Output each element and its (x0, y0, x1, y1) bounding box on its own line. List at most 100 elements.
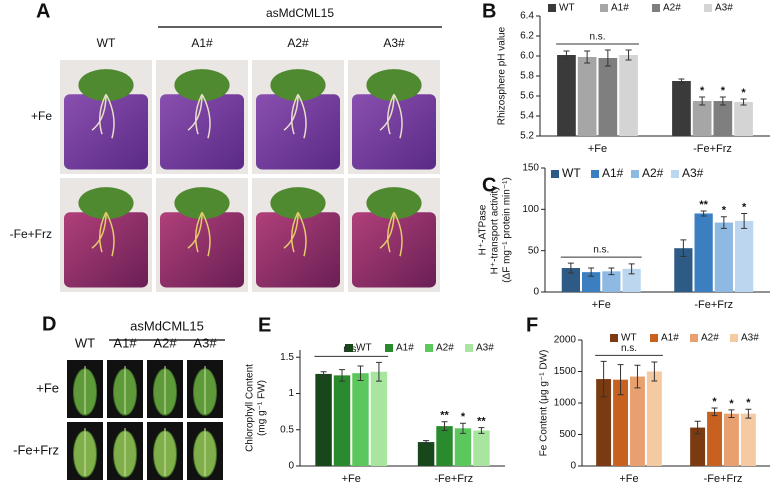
roots (187, 211, 211, 257)
roots (283, 93, 307, 139)
bar (714, 222, 733, 292)
legend-swatch (345, 344, 353, 352)
bar (740, 413, 756, 466)
plant-leaves (270, 187, 326, 220)
plant-leaves (78, 69, 134, 102)
y-tick-label: 500 (559, 429, 576, 440)
y-tick-label: 0.5 (280, 424, 294, 435)
y-tick-label: 6.2 (520, 31, 534, 42)
error-bar (441, 421, 448, 431)
column-label: A3# (383, 36, 405, 50)
legend-swatch (730, 334, 738, 342)
legend-swatch (610, 334, 618, 342)
y-tick-label: 2000 (554, 335, 577, 346)
roots (379, 93, 403, 139)
y-tick-label: 5.8 (520, 71, 534, 82)
legend-swatch (650, 334, 658, 342)
plant-leaves (270, 69, 326, 102)
significance: * (700, 85, 705, 97)
y-tick-label: 100 (522, 204, 539, 215)
panel-letter: F (526, 314, 538, 336)
annotation: n.s. (621, 343, 637, 354)
y-tick-label: 1000 (554, 398, 577, 409)
y-axis-label: Fe Content (μg g⁻¹ DW) (539, 350, 550, 457)
legend-label: WT (562, 166, 581, 180)
legend-label: WT (356, 343, 372, 354)
y-tick-label: 5.6 (520, 91, 534, 102)
bar (724, 413, 739, 466)
significance: * (742, 201, 747, 213)
legend-swatch (704, 4, 712, 12)
bar (561, 268, 580, 292)
column-label: A1# (191, 36, 213, 50)
bar (577, 57, 597, 136)
y-axis-label: (ΔF mg⁻¹ protein min⁻¹) (502, 177, 513, 283)
plant-leaves (174, 69, 230, 102)
y-tick-label: 150 (522, 163, 539, 174)
column-label: WT (75, 335, 95, 350)
significance: ** (440, 410, 449, 422)
x-tick-label: +Fe (592, 299, 611, 311)
dish (256, 94, 340, 170)
error-bar (694, 420, 701, 435)
panel-letter: D (42, 313, 56, 335)
row-label: +Fe (31, 109, 52, 123)
error-bar (680, 239, 687, 257)
panel-letter: A (36, 0, 50, 22)
plant-leaves (174, 187, 230, 220)
legend-label: A1# (602, 166, 624, 180)
legend-swatch (551, 170, 559, 178)
significance: * (746, 397, 751, 409)
error-bar (604, 49, 611, 67)
column-label: A2# (153, 335, 177, 350)
legend-swatch (548, 4, 556, 12)
significance: * (722, 205, 727, 217)
error-bar (745, 408, 752, 419)
plant-leaves (366, 187, 422, 220)
error-bar (584, 50, 591, 64)
dish (64, 212, 148, 288)
legend-label: A2# (642, 166, 664, 180)
y-tick-label: 6.4 (520, 11, 534, 22)
bar (646, 371, 662, 466)
legend-label: A3# (741, 333, 759, 344)
y-tick-label: 6.0 (520, 51, 534, 62)
column-label: WT (97, 36, 116, 50)
legend-swatch (465, 344, 473, 352)
x-tick-label: -Fe+Frz (694, 299, 733, 311)
bar (619, 55, 638, 136)
column-label: A3# (193, 335, 217, 350)
bar (582, 272, 601, 292)
row-label: -Fe+Frz (13, 442, 59, 457)
legend-label: A3# (715, 3, 733, 14)
panel-letter: B (482, 0, 496, 22)
bar (598, 58, 618, 136)
legend-label: A2# (436, 343, 454, 354)
x-tick-label: -Fe+Frz (434, 473, 473, 485)
error-bar (478, 427, 485, 434)
legend-label: A2# (701, 333, 719, 344)
bar (417, 442, 435, 466)
x-tick-label: +Fe (619, 473, 638, 485)
bar (674, 248, 693, 292)
group-label: asMdCML15 (130, 318, 204, 333)
column-label: A1# (113, 335, 137, 350)
y-axis-label: Chlorophyll Content (245, 364, 256, 452)
error-bar (740, 98, 747, 106)
bar (352, 373, 369, 466)
column-label: A2# (287, 36, 309, 50)
significance: * (721, 85, 726, 97)
row-label: +Fe (36, 380, 59, 395)
significance: * (712, 396, 717, 408)
legend-label: WT (621, 333, 637, 344)
legend-swatch (671, 170, 679, 178)
error-bar (728, 409, 735, 418)
legend-label: A2# (663, 3, 681, 14)
bar (622, 268, 641, 292)
legend-label: A1# (661, 333, 679, 344)
significance: * (461, 411, 466, 423)
legend-swatch (425, 344, 433, 352)
legend-swatch (591, 170, 599, 178)
plant-leaves (366, 69, 422, 102)
error-bar (699, 96, 706, 106)
